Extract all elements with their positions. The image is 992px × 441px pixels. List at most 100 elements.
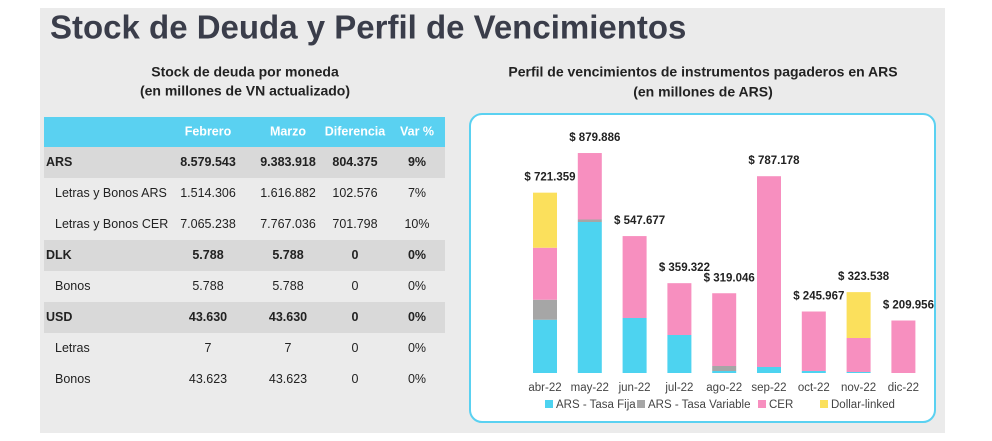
table-cell: 102.576 xyxy=(332,186,377,200)
total-label: $ 787.178 xyxy=(748,155,800,167)
bar-segment xyxy=(667,335,692,373)
bar-segment xyxy=(622,318,647,373)
bar-segment xyxy=(577,219,602,222)
bar-segment xyxy=(533,192,557,248)
bar-segment xyxy=(712,371,737,373)
legend-swatch xyxy=(758,400,766,408)
x-tick-label: ago-22 xyxy=(706,382,742,394)
table-cell: 0 xyxy=(352,372,359,386)
table-cell: 0% xyxy=(408,279,426,293)
x-tick-label: may-22 xyxy=(571,382,609,394)
table-cell: 43.623 xyxy=(189,372,227,386)
row-label: Bonos xyxy=(55,279,90,293)
legend-label: CER xyxy=(769,399,793,411)
total-label: $ 359.322 xyxy=(659,262,710,274)
bar-segment xyxy=(891,320,916,373)
table-cell: 7 xyxy=(285,341,292,355)
legend-label: Dollar-linked xyxy=(831,399,895,411)
table-header: Var % xyxy=(400,124,434,138)
total-label: $ 721.359 xyxy=(524,172,575,184)
row-label: DLK xyxy=(46,248,72,262)
table-cell: 0 xyxy=(352,279,359,293)
table-cell: 5.788 xyxy=(272,279,303,293)
table-cell: 8.579.543 xyxy=(180,155,236,169)
x-tick-label: jun-22 xyxy=(618,382,651,394)
table-cell: 0% xyxy=(408,372,426,386)
table-cell: 7% xyxy=(408,186,426,200)
row-label: Letras xyxy=(55,341,90,355)
row-label: Letras y Bonos ARS xyxy=(55,186,167,200)
bar-segment xyxy=(846,338,871,372)
table-cell: 5.788 xyxy=(192,248,223,262)
total-label: $ 547.677 xyxy=(614,215,665,227)
table-cell: 9.383.918 xyxy=(260,155,316,169)
table-cell: 1.514.306 xyxy=(180,186,236,200)
x-tick-label: sep-22 xyxy=(751,382,786,394)
total-label: $ 245.967 xyxy=(793,291,844,303)
bar-segment xyxy=(622,236,647,318)
bar-segment xyxy=(577,153,602,220)
chart-subtitle: (en millones de ARS) xyxy=(633,84,773,100)
bar-segment xyxy=(757,176,781,367)
table-cell: 7.065.238 xyxy=(180,217,236,231)
bar-segment xyxy=(712,366,737,371)
table-cell: 0% xyxy=(408,341,426,355)
x-tick-label: abr-22 xyxy=(528,382,561,394)
table-group-bg xyxy=(44,147,445,178)
table-header: Febrero xyxy=(185,124,232,138)
table-title: Stock de deuda por moneda xyxy=(151,64,339,80)
table-cell: 7 xyxy=(205,341,212,355)
table-cell: 43.623 xyxy=(269,372,307,386)
table-cell: 0 xyxy=(352,248,359,262)
row-label: USD xyxy=(46,310,72,324)
bar-segment xyxy=(801,371,826,373)
table-subtitle: (en millones de VN actualizado) xyxy=(140,83,350,99)
table-cell: 9% xyxy=(408,155,426,169)
bar-segment xyxy=(533,299,557,320)
table-cell: 43.630 xyxy=(189,310,227,324)
total-label: $ 323.538 xyxy=(838,271,890,283)
table-header: Diferencia xyxy=(325,124,386,138)
table-cell: 701.798 xyxy=(332,217,377,231)
table-group-bg xyxy=(44,240,445,271)
legend-swatch xyxy=(545,400,553,408)
table-cell: 5.788 xyxy=(272,248,303,262)
x-tick-label: nov-22 xyxy=(841,382,876,394)
bar-segment xyxy=(801,311,826,371)
bar-segment xyxy=(846,372,871,373)
table-cell: 43.630 xyxy=(269,310,307,324)
table-cell: 0 xyxy=(352,310,359,324)
table-cell: 0% xyxy=(408,310,426,324)
bar-segment xyxy=(533,319,557,373)
chart-title: Perfil de vencimientos de instrumentos p… xyxy=(508,64,897,80)
table-cell: 0 xyxy=(352,341,359,355)
x-tick-label: oct-22 xyxy=(798,382,830,394)
bar-segment xyxy=(712,293,737,366)
table-cell: 5.788 xyxy=(192,279,223,293)
total-label: $ 319.046 xyxy=(704,272,755,284)
table-cell: 10% xyxy=(404,217,429,231)
x-tick-label: jul-22 xyxy=(664,382,693,394)
bar-segment xyxy=(757,367,781,373)
legend-swatch xyxy=(637,400,645,408)
legend-swatch xyxy=(820,400,828,408)
bar-segment xyxy=(667,283,692,335)
row-label: Letras y Bonos CER xyxy=(55,217,168,231)
total-label: $ 209.956 xyxy=(883,300,934,312)
table-cell: 804.375 xyxy=(332,155,377,169)
table-header: Marzo xyxy=(270,124,306,138)
table-header-bg xyxy=(44,117,445,147)
table-group-bg xyxy=(44,302,445,333)
bar-segment xyxy=(577,222,602,373)
legend-label: ARS - Tasa Fija xyxy=(556,399,636,411)
table-cell: 1.616.882 xyxy=(260,186,316,200)
page-title: Stock de Deuda y Perfil de Vencimientos xyxy=(50,9,686,46)
bar-segment xyxy=(533,247,557,300)
row-label: ARS xyxy=(46,155,72,169)
table-cell: 7.767.036 xyxy=(260,217,316,231)
x-tick-label: dic-22 xyxy=(888,382,919,394)
bar-segment xyxy=(846,292,871,338)
legend-label: ARS - Tasa Variable xyxy=(648,399,750,411)
table-cell: 0% xyxy=(408,248,426,262)
